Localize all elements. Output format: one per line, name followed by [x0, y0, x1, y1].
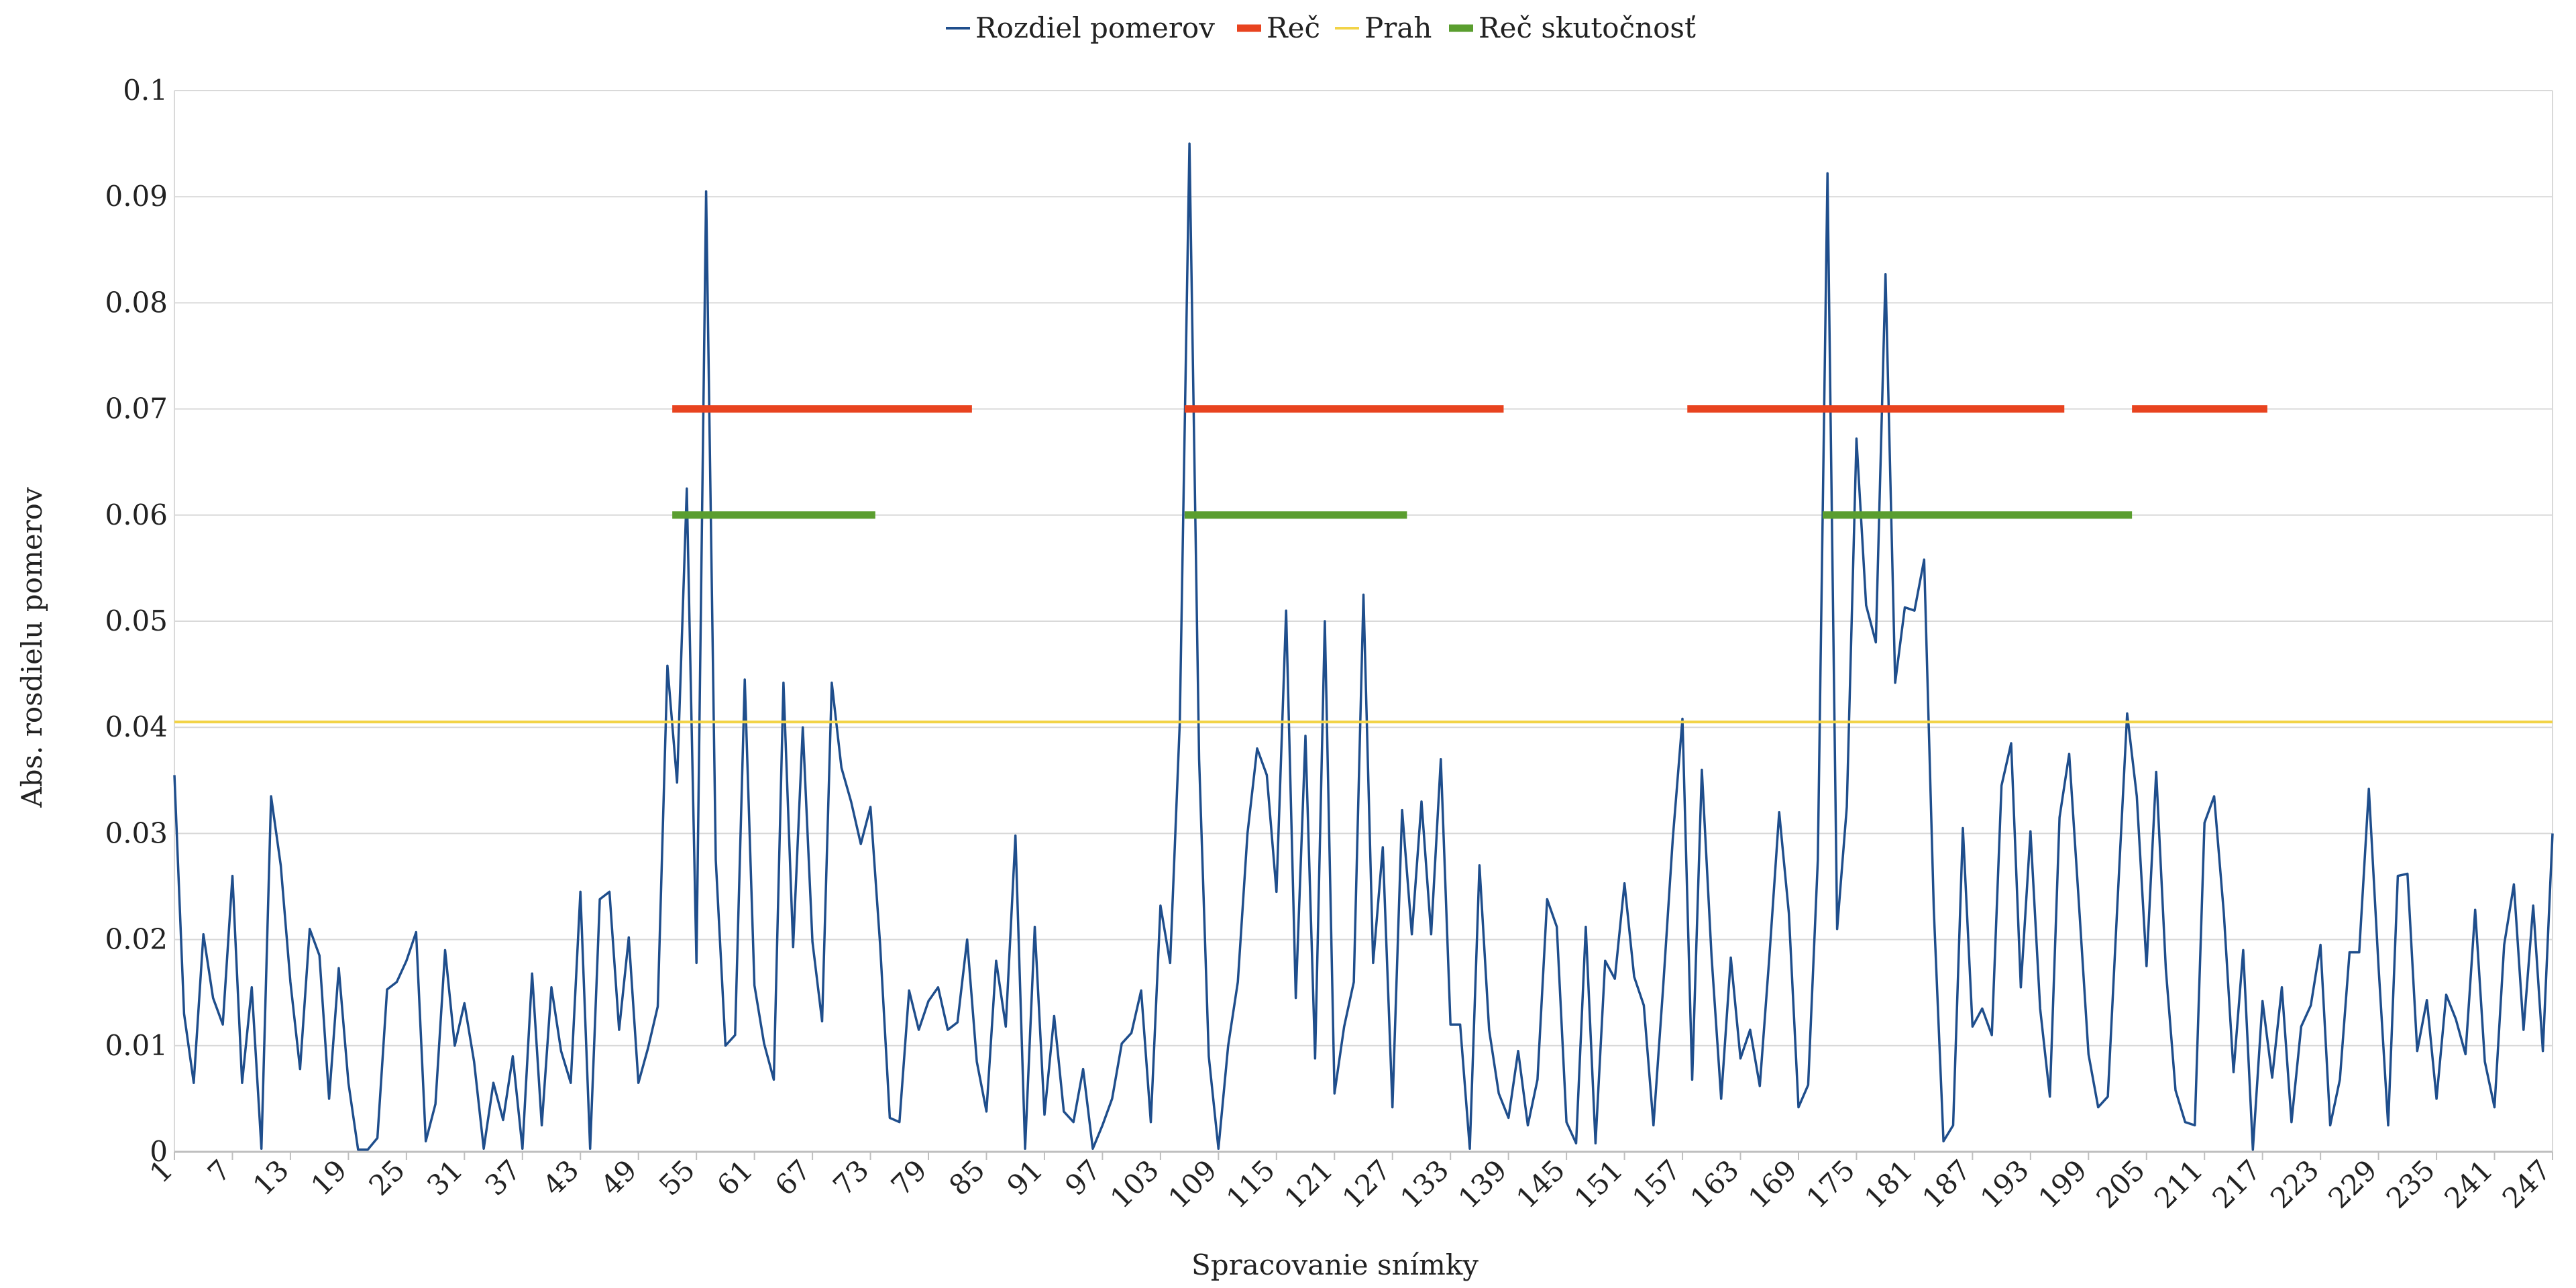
x-tick-label: 55 [653, 1153, 701, 1201]
legend-label: Rozdiel pomerov [975, 11, 1215, 44]
y-tick-label: 0.05 [105, 604, 168, 637]
x-tick-label: 25 [362, 1153, 411, 1201]
x-tick-label: 85 [943, 1153, 991, 1201]
x-tick-label: 229 [2322, 1153, 2383, 1214]
x-tick-label: 109 [1162, 1153, 1223, 1214]
x-tick-label: 103 [1104, 1153, 1165, 1214]
y-axis-title: Abs. rosdielu pomerov [15, 487, 48, 808]
x-tick-label: 97 [1059, 1153, 1107, 1201]
series-layer [173, 142, 2554, 1151]
y-tick-label: 0.06 [105, 498, 168, 531]
x-tick-label: 157 [1626, 1153, 1687, 1214]
x-tick-label: 235 [2380, 1153, 2441, 1214]
x-tick-label: 133 [1394, 1153, 1455, 1214]
x-tick-label: 121 [1278, 1153, 1339, 1214]
x-tick-label: 139 [1452, 1153, 1513, 1214]
x-tick-label: 127 [1336, 1153, 1397, 1214]
y-tick-label: 0.08 [105, 286, 168, 319]
x-tick-label: 241 [2438, 1153, 2499, 1214]
y-tick-label: 0.1 [123, 74, 168, 107]
x-tick-label: 169 [1742, 1153, 1803, 1214]
y-tick-label: 0 [150, 1135, 168, 1168]
y-tick-label: 0.02 [105, 923, 168, 956]
y-tick-label: 0.01 [105, 1029, 168, 1062]
x-tick-label: 73 [826, 1153, 875, 1201]
x-tick-label: 187 [1916, 1153, 1977, 1214]
x-tick-label: 67 [769, 1153, 817, 1201]
x-tick-label: 43 [537, 1153, 585, 1201]
x-tick-label: 247 [2496, 1153, 2557, 1214]
legend: Rozdiel pomerov Reč Prah Reč skutočnosť [946, 11, 1696, 44]
x-tick-label: 175 [1800, 1153, 1861, 1214]
x-tick-label: 49 [594, 1153, 643, 1201]
axes [174, 91, 2553, 1160]
x-tick-label: 181 [1858, 1153, 1919, 1214]
x-tick-label: 13 [247, 1153, 295, 1201]
legend-label: Reč [1267, 11, 1320, 44]
legend-label: Prah [1364, 11, 1432, 44]
x-tick-label: 217 [2206, 1153, 2267, 1214]
x-tick-label: 37 [478, 1153, 527, 1201]
x-tick-label: 205 [2090, 1153, 2151, 1214]
series-line-rozdiel-pomerov [173, 142, 2554, 1151]
x-tick-label: 151 [1568, 1153, 1629, 1214]
y-tick-label: 0.07 [105, 392, 168, 425]
x-axis-title: Spracovanie snímky [1191, 1248, 1479, 1281]
y-tick-label: 0.03 [105, 816, 168, 849]
x-tick-label: 163 [1684, 1153, 1745, 1214]
x-tick-label: 115 [1220, 1153, 1281, 1214]
x-tick-label: 79 [885, 1153, 933, 1201]
x-tick-label: 91 [1001, 1153, 1049, 1201]
tick-labels: 0 0.01 0.02 0.03 0.04 0.05 0.06 0.07 0.08 0.09 0.1… [105, 74, 2557, 1215]
x-tick-label: 61 [710, 1153, 759, 1201]
x-tick-label: 211 [2148, 1153, 2209, 1214]
x-tick-label: 19 [305, 1153, 353, 1201]
y-tick-label: 0.04 [105, 710, 168, 743]
x-tick-label: 145 [1510, 1153, 1571, 1214]
x-tick-label: 31 [421, 1153, 469, 1201]
x-tick-label: 223 [2264, 1153, 2325, 1214]
legend-label: Reč skutočnosť [1479, 11, 1696, 44]
x-tick-label: 199 [2032, 1153, 2093, 1214]
y-tick-label: 0.09 [105, 180, 168, 213]
x-tick-label: 193 [1974, 1153, 2035, 1214]
